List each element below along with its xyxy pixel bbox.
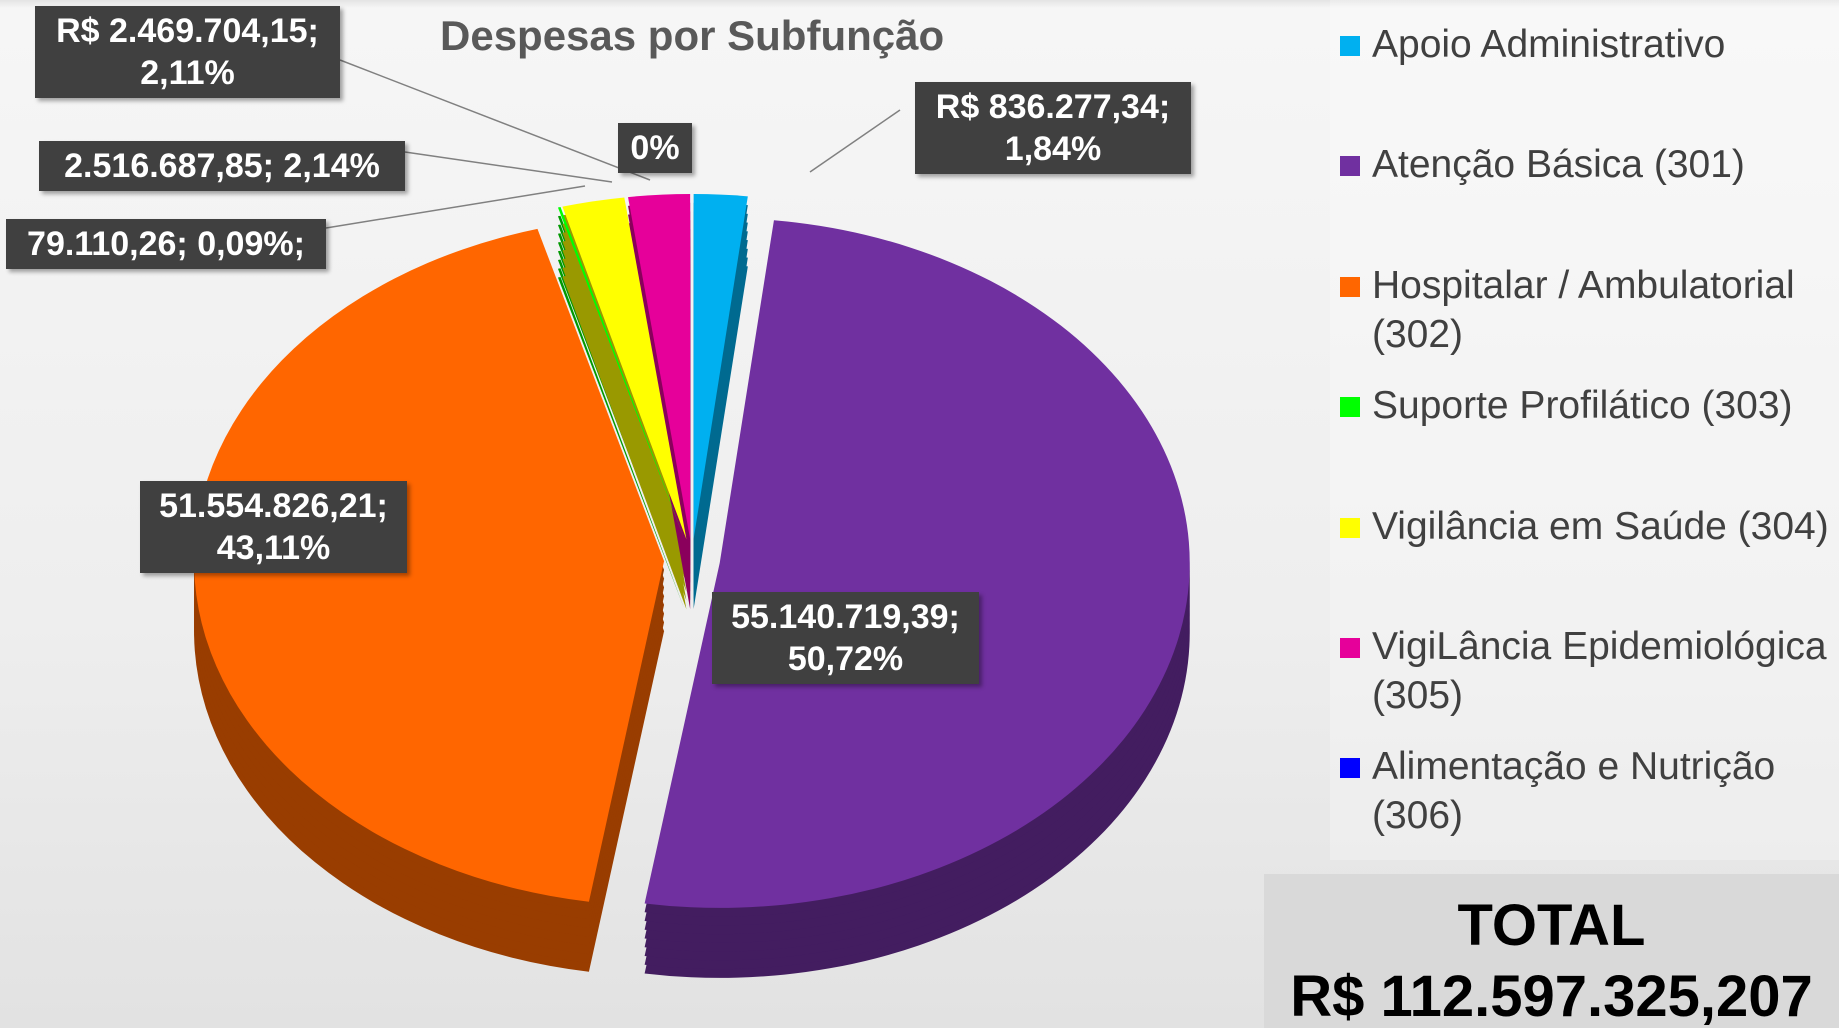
- legend-swatch: [1340, 758, 1360, 778]
- chart-title: Despesas por Subfunção: [440, 12, 945, 59]
- leader-line: [404, 151, 613, 183]
- leader-line: [325, 185, 586, 229]
- data-label: R$ 2.469.704,15; 2,11%: [35, 6, 340, 98]
- data-label: 79.110,26; 0,09%;: [6, 219, 326, 269]
- legend-entry: Hospitalar / Ambulatorial (302): [1340, 261, 1830, 359]
- legend-entry: Apoio Administrativo: [1340, 20, 1830, 69]
- data-label: 55.140.719,39; 50,72%: [712, 592, 979, 684]
- legend-entry: Suporte Profilático (303): [1340, 381, 1830, 430]
- legend-swatch: [1340, 156, 1360, 176]
- legend-entry: Atenção Básica (301): [1340, 140, 1830, 189]
- total-value: R$ 112.597.325,207: [1290, 964, 1813, 1028]
- total-label: TOTAL: [1457, 893, 1646, 958]
- slice-side: [562, 267, 687, 610]
- data-label: 2.516.687,85; 2,14%: [39, 141, 405, 191]
- slice: [557, 206, 685, 540]
- legend-entry: Vigilância em Saúde (304): [1340, 502, 1830, 551]
- legend-swatch: [1340, 277, 1360, 297]
- slice-side: [562, 232, 687, 575]
- legend-label: Hospitalar / Ambulatorial (302): [1372, 264, 1795, 356]
- legend-label: Suporte Profilático (303): [1372, 384, 1793, 427]
- legend-swatch: [1340, 397, 1360, 417]
- legend-label: Alimentação e Nutrição (306): [1372, 745, 1776, 837]
- slice-side: [557, 276, 685, 610]
- legend-swatch: [1340, 638, 1360, 658]
- leader-line: [339, 59, 651, 181]
- legend-swatch: [1340, 36, 1360, 56]
- slice: [693, 194, 748, 540]
- legend: Apoio Administrativo Atenção Básica (301)…: [1330, 0, 1839, 860]
- slice-side: [562, 249, 687, 592]
- data-label: R$ 836.277,34; 1,84%: [915, 82, 1191, 174]
- legend-label: Apoio Administrativo: [1372, 23, 1726, 66]
- total-box: TOTAL R$ 112.597.325,207: [1264, 874, 1839, 1028]
- slice: [644, 220, 1190, 908]
- legend-entry: VigiLância Epidemiológica (305): [1340, 622, 1830, 720]
- data-label: 51.554.826,21; 43,11%: [140, 481, 407, 573]
- slice: [194, 228, 665, 902]
- slice-side: [562, 258, 687, 601]
- legend-label: Vigilância em Saúde (304): [1372, 505, 1829, 548]
- slice-side: [562, 241, 687, 584]
- legend-swatch: [1340, 518, 1360, 538]
- data-label: 0%: [618, 123, 692, 173]
- slice-side: [562, 223, 687, 566]
- legend-label: Atenção Básica (301): [1372, 143, 1745, 186]
- slice: [562, 197, 687, 540]
- leader-line: [809, 109, 901, 173]
- legend-entry: Alimentação e Nutrição (306): [1340, 742, 1830, 840]
- slice: [628, 194, 691, 540]
- legend-label: VigiLância Epidemiológica (305): [1372, 625, 1827, 717]
